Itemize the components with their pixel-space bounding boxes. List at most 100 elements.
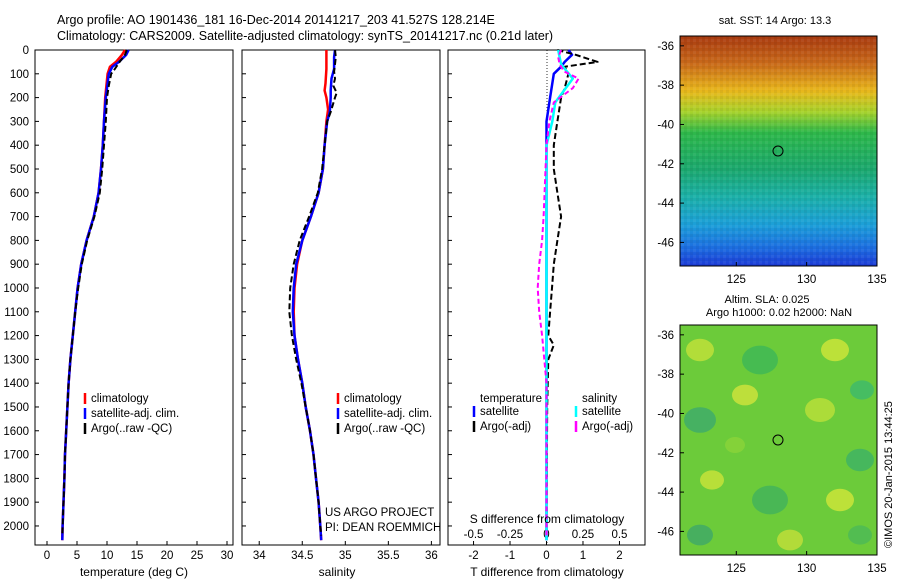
sla-anomaly-patches bbox=[684, 338, 874, 551]
sla-anomaly-patch bbox=[752, 485, 788, 515]
temperature-tick-labels: 0 5 10 15 20 25 30 bbox=[35, 49, 234, 562]
lon-tick-label: 125 bbox=[727, 563, 746, 575]
sst-latitude-ticks: -36 -38 -40 -42 -44 -46 bbox=[657, 41, 684, 249]
series-line-satellite bbox=[545, 49, 575, 541]
depth-tick-label: 1100 bbox=[4, 307, 29, 319]
sst-map-frame bbox=[679, 35, 878, 267]
depth-tick-labels: 0 100 200 300 400 500 600 700 800 900 1000 1100 1200… bbox=[3, 45, 29, 533]
sla-anomaly-patch bbox=[684, 407, 716, 433]
legend-sal-argo-label: Argo(-adj) bbox=[582, 421, 633, 433]
s-tick-label: 0.25 bbox=[572, 529, 594, 541]
lat-tick-label: -40 bbox=[657, 119, 674, 131]
depth-tick-label: 300 bbox=[10, 116, 29, 128]
project-annotation: US ARGO PROJECT bbox=[325, 507, 434, 519]
series-line-satellite-adj-clim- bbox=[61, 49, 130, 541]
legend-salinity-header: salinity bbox=[582, 393, 617, 405]
lat-tick-label: -44 bbox=[657, 487, 674, 499]
x-tick-label: 35.5 bbox=[377, 550, 399, 562]
x-tick-label: 15 bbox=[131, 550, 144, 562]
depth-tick-label: 1500 bbox=[3, 402, 29, 414]
legend-argo-label: Argo(..raw -QC) bbox=[91, 423, 172, 435]
lon-tick-label: 135 bbox=[867, 274, 886, 286]
sla-anomaly-patch bbox=[742, 345, 778, 375]
sla-map-frame bbox=[679, 324, 878, 556]
salinity-panel: 34 34.5 35 35.5 36 salinity climatology sate… bbox=[241, 49, 441, 579]
lon-tick-label: 130 bbox=[797, 563, 816, 575]
depth-tick-label: 1200 bbox=[3, 331, 29, 343]
salinity-axis-label: salinity bbox=[319, 565, 356, 579]
s-tick-label: 0.5 bbox=[611, 529, 627, 541]
s-difference-tick-labels: -0.5 -0.25 0 0.25 0.5 bbox=[464, 529, 628, 541]
lat-tick-label: -38 bbox=[657, 369, 674, 381]
argo-float-marker bbox=[772, 434, 784, 446]
salinity-tick-labels: 34 34.5 35 35.5 36 bbox=[242, 49, 438, 562]
lat-tick-label: -46 bbox=[657, 237, 674, 249]
temperature-panel: 0100200300400500600700800900100011001200… bbox=[3, 45, 234, 579]
lat-tick-label: -42 bbox=[657, 448, 674, 460]
s-tick-label: -0.25 bbox=[497, 529, 523, 541]
legend-satellite-label: satellite-adj. clim. bbox=[91, 408, 179, 420]
x-tick-label: 0 bbox=[543, 550, 549, 562]
series-line-argo-adj- bbox=[536, 49, 580, 536]
salinity-axes-frame bbox=[241, 49, 441, 546]
lat-tick-label: -42 bbox=[657, 159, 674, 171]
temperature-legend: climatology satellite-adj. clim. Argo(..… bbox=[83, 393, 179, 435]
x-tick-label: 34.5 bbox=[291, 550, 313, 562]
depth-tick-label: 1600 bbox=[3, 426, 29, 438]
sla-longitude-ticks: 125 130 135 bbox=[727, 551, 887, 575]
difference-panel: -2 -1 0 1 2 -0.5 -0.25 0 0.25 0.5 S difference f… bbox=[447, 49, 646, 579]
legend-temp-argo-label: Argo(-adj) bbox=[480, 421, 531, 433]
depth-tick-label: 400 bbox=[10, 140, 29, 152]
depth-tick-label: 1000 bbox=[3, 283, 29, 295]
depth-tick-label: 1900 bbox=[3, 497, 29, 509]
temperature-axes-frame bbox=[34, 49, 234, 546]
sla-anomaly-patch bbox=[777, 529, 803, 551]
sla-anomaly-patch bbox=[686, 338, 714, 362]
x-tick-label: 5 bbox=[74, 550, 80, 562]
depth-tick-label: 2000 bbox=[3, 521, 29, 533]
sla-anomaly-patch bbox=[805, 398, 835, 422]
depth-tick-label: 600 bbox=[10, 188, 29, 200]
sla-anomaly-patch bbox=[821, 338, 849, 362]
depth-tick-label: 1400 bbox=[3, 378, 29, 390]
depth-tick-label: 1700 bbox=[3, 450, 29, 462]
difference-profiles bbox=[536, 49, 599, 541]
sla-anomaly-patch bbox=[687, 524, 713, 546]
depth-tick-label: 100 bbox=[10, 69, 29, 81]
pi-annotation: PI: DEAN ROEMMICH bbox=[325, 522, 441, 534]
legend-climatology-label: climatology bbox=[344, 393, 402, 405]
legend-sal-satellite-label: satellite bbox=[582, 406, 621, 418]
sla-map-title-line1: Altim. SLA: 0.025 bbox=[725, 294, 810, 306]
series-line-argo-raw-qc- bbox=[61, 49, 128, 536]
credit-label: ©IMOS 20-Jan-2015 13:44:25 bbox=[883, 401, 895, 548]
lat-tick-label: -38 bbox=[657, 80, 674, 92]
t-difference-axis-label: T difference from climatology bbox=[470, 565, 624, 579]
depth-tick-label: 0 bbox=[23, 45, 29, 57]
salinity-profiles bbox=[288, 49, 338, 541]
lat-tick-label: -36 bbox=[657, 330, 674, 342]
depth-tick-label: 200 bbox=[10, 93, 29, 105]
x-tick-label: -1 bbox=[505, 550, 515, 562]
figure-title-line1: Argo profile: AO 1901436_181 16-Dec-2014… bbox=[57, 13, 495, 27]
salinity-legend: climatology satellite-adj. clim. Argo(..… bbox=[336, 393, 432, 435]
difference-legend: temperature salinity satellite Argo(-adj… bbox=[472, 393, 633, 433]
lon-tick-label: 135 bbox=[867, 563, 886, 575]
legend-temperature-header: temperature bbox=[480, 393, 542, 405]
x-tick-label: 20 bbox=[161, 550, 174, 562]
sst-map-texture bbox=[680, 36, 877, 266]
figure-title-line2: Climatology: CARS2009. Satellite-adjuste… bbox=[57, 29, 554, 43]
lat-tick-label: -40 bbox=[657, 408, 674, 420]
x-tick-label: 35 bbox=[339, 550, 352, 562]
temperature-profiles bbox=[61, 49, 130, 541]
sla-map-title-line2: Argo h1000: 0.02 h2000: NaN bbox=[706, 307, 852, 319]
depth-tick-label: 1800 bbox=[3, 473, 29, 485]
x-tick-label: 30 bbox=[221, 550, 234, 562]
x-tick-label: 25 bbox=[191, 550, 204, 562]
x-tick-label: 1 bbox=[580, 550, 586, 562]
sla-anomaly-patch bbox=[732, 384, 758, 406]
series-line-argo-raw-qc- bbox=[288, 49, 338, 536]
legend-satellite-label: satellite-adj. clim. bbox=[344, 408, 432, 420]
x-tick-label: 36 bbox=[425, 550, 438, 562]
argo-float-marker bbox=[772, 145, 784, 157]
lat-tick-label: -36 bbox=[657, 41, 674, 53]
